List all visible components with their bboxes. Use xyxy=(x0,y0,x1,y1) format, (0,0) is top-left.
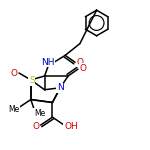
Text: S: S xyxy=(29,76,35,85)
Text: N: N xyxy=(57,83,64,92)
Text: O: O xyxy=(79,64,86,73)
Text: OH: OH xyxy=(64,122,78,130)
Text: NH: NH xyxy=(41,58,54,67)
Text: Me: Me xyxy=(34,109,45,118)
Text: Me: Me xyxy=(9,105,20,114)
Text: O: O xyxy=(76,58,83,67)
Text: O: O xyxy=(32,122,39,130)
Text: O: O xyxy=(11,69,18,78)
